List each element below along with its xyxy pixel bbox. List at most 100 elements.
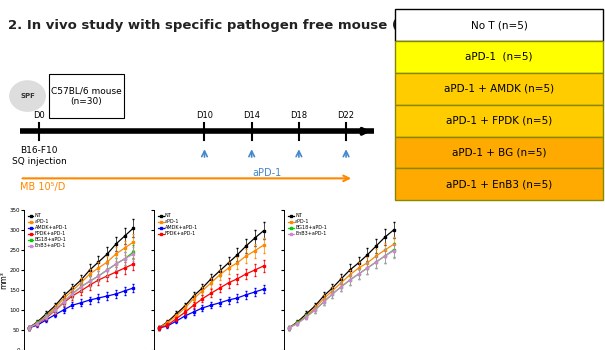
BG18+aPD-1 [121, 257, 128, 261]
FPDK+aPD-1 [216, 286, 223, 290]
EnB3+aPD-1 [51, 308, 59, 312]
FPDK+aPD-1 [198, 297, 206, 301]
EnB3+aPD-1 [312, 308, 319, 312]
Text: B16-F10
SQ injection: B16-F10 SQ injection [12, 146, 67, 166]
aPD-1 [60, 297, 67, 301]
AMDK+aPD-1 [260, 287, 267, 291]
aPD-1 [373, 254, 380, 258]
NT [95, 260, 102, 264]
BG18+aPD-1 [51, 308, 59, 312]
aPD-1 [285, 326, 292, 330]
aPD-1 [172, 314, 180, 318]
aPD-1 [68, 289, 76, 293]
FancyBboxPatch shape [396, 9, 603, 41]
Line: NT: NT [287, 229, 395, 329]
aPD-1 [25, 326, 32, 330]
AMDK+aPD-1 [190, 310, 197, 314]
NT [77, 278, 85, 282]
NT [172, 312, 180, 316]
FancyBboxPatch shape [396, 41, 603, 73]
AMDK+aPD-1 [182, 314, 189, 318]
BG18+aPD-1 [68, 292, 76, 296]
BG18+aPD-1 [329, 292, 336, 296]
Line: EnB3+aPD-1: EnB3+aPD-1 [287, 250, 395, 329]
FPDK+aPD-1 [95, 278, 102, 282]
AMDK+aPD-1 [243, 293, 250, 297]
NT [155, 326, 162, 330]
FancyBboxPatch shape [49, 74, 124, 118]
EnB3+aPD-1 [68, 292, 76, 296]
aPD-1 [164, 321, 171, 325]
Text: aPD-1  (n=5): aPD-1 (n=5) [465, 52, 533, 62]
NT [198, 286, 206, 290]
FPDK+aPD-1 [208, 291, 215, 295]
aPD-1 [312, 306, 319, 310]
AMDK+aPD-1 [172, 319, 180, 323]
AMDK+aPD-1 [86, 298, 93, 302]
AMDK+aPD-1 [113, 292, 120, 296]
Line: NT: NT [157, 229, 265, 329]
FPDK+aPD-1 [251, 268, 258, 272]
Text: D18: D18 [290, 111, 307, 120]
FancyBboxPatch shape [396, 105, 603, 136]
AMDK+aPD-1 [25, 326, 32, 330]
AMDK+aPD-1 [164, 324, 171, 328]
NT [121, 234, 128, 238]
FancyBboxPatch shape [396, 168, 603, 200]
aPD-1 [103, 260, 111, 264]
AMDK+aPD-1 [60, 308, 67, 312]
AMDK+aPD-1 [234, 296, 241, 300]
NT [251, 236, 258, 240]
Circle shape [10, 81, 45, 111]
FPDK+aPD-1 [60, 301, 67, 305]
Line: AMDK+aPD-1: AMDK+aPD-1 [157, 288, 265, 329]
NT [103, 252, 111, 256]
aPD-1 [225, 266, 232, 270]
Text: D10: D10 [196, 111, 213, 120]
BG18+aPD-1 [320, 300, 327, 304]
BG18+aPD-1 [103, 268, 111, 272]
EnB3+aPD-1 [294, 322, 301, 326]
NT [390, 228, 397, 232]
BG18+aPD-1 [373, 260, 380, 264]
Text: aPD-1 + BG (n=5): aPD-1 + BG (n=5) [452, 147, 546, 158]
EnB3+aPD-1 [25, 326, 32, 330]
NT [51, 304, 59, 308]
EnB3+aPD-1 [86, 279, 93, 283]
Legend: NT, aPD-1, AMDK+aPD-1, FPDK+aPD-1, BG18+aPD-1, EnB3+aPD-1: NT, aPD-1, AMDK+aPD-1, FPDK+aPD-1, BG18+… [27, 212, 69, 249]
BG18+aPD-1 [364, 266, 371, 270]
NT [373, 244, 380, 248]
aPD-1 [381, 248, 388, 252]
FPDK+aPD-1 [42, 316, 50, 320]
EnB3+aPD-1 [95, 274, 102, 278]
FPDK+aPD-1 [86, 283, 93, 287]
Text: SPF: SPF [20, 93, 35, 99]
NT [190, 294, 197, 298]
aPD-1 [390, 242, 397, 246]
EnB3+aPD-1 [355, 272, 362, 276]
Text: aPD-1: aPD-1 [253, 168, 282, 178]
NT [208, 277, 215, 281]
aPD-1 [329, 289, 336, 293]
NT [364, 253, 371, 257]
FancyBboxPatch shape [396, 73, 603, 105]
NT [355, 261, 362, 265]
EnB3+aPD-1 [103, 268, 111, 272]
AMDK+aPD-1 [103, 294, 111, 298]
EnB3+aPD-1 [34, 322, 41, 326]
aPD-1 [51, 306, 59, 310]
NT [312, 304, 319, 308]
BG18+aPD-1 [338, 285, 345, 289]
Line: BG18+aPD-1: BG18+aPD-1 [287, 248, 395, 329]
Legend: NT, aPD-1, BG18+aPD-1, EnB3+aPD-1: NT, aPD-1, BG18+aPD-1, EnB3+aPD-1 [287, 212, 328, 237]
NT [34, 320, 41, 324]
AMDK+aPD-1 [155, 326, 162, 330]
BG18+aPD-1 [95, 274, 102, 278]
NT [346, 268, 353, 272]
aPD-1 [294, 321, 301, 325]
NT [164, 320, 171, 324]
NT [329, 286, 336, 290]
FPDK+aPD-1 [172, 317, 180, 321]
BG18+aPD-1 [346, 278, 353, 282]
aPD-1 [320, 297, 327, 301]
